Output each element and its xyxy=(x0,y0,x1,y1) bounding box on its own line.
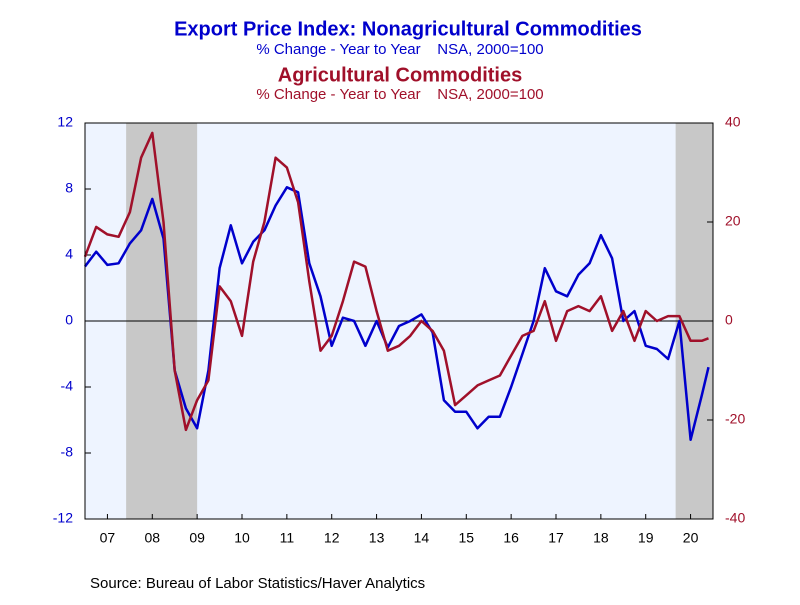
x-tick-label: 07 xyxy=(100,530,116,546)
x-tick-label: 20 xyxy=(683,530,699,546)
x-tick-label: 08 xyxy=(144,530,160,546)
y2-tick-label: 20 xyxy=(725,213,741,229)
plot-frame xyxy=(84,122,714,520)
x-tick-label: 14 xyxy=(414,530,430,546)
x-tick-label: 10 xyxy=(234,530,250,546)
x-tick-label: 13 xyxy=(369,530,385,546)
title-2: Agricultural Commodities xyxy=(278,64,522,86)
x-tick-label: 19 xyxy=(638,530,654,546)
x-tick-label: 16 xyxy=(503,530,519,546)
series-line xyxy=(84,186,710,442)
y-tick-label: -8 xyxy=(61,444,74,460)
x-tick-label: 11 xyxy=(280,530,295,546)
x-tick-label: 18 xyxy=(593,530,609,546)
y2-tick-label: 40 xyxy=(725,114,741,130)
source: Source: Bureau of Labor Statistics/Haver… xyxy=(90,575,425,592)
y-tick-label: 0 xyxy=(65,312,73,328)
x-tick-label: 09 xyxy=(189,530,205,546)
y2-tick-label: -40 xyxy=(725,510,745,526)
x-tick-label: 15 xyxy=(458,530,474,546)
y-tick-label: 12 xyxy=(57,114,73,130)
y-tick-label: -4 xyxy=(61,378,74,394)
subtitle-2: % Change - Year to Year NSA, 2000=100 xyxy=(256,86,543,103)
x-tick-label: 17 xyxy=(548,530,564,546)
y2-tick-label: 0 xyxy=(725,312,733,328)
series-line xyxy=(83,131,709,432)
y-tick-label: -12 xyxy=(53,510,73,526)
y-tick-label: 4 xyxy=(65,246,73,262)
subtitle-1: % Change - Year to Year NSA, 2000=100 xyxy=(256,41,543,58)
x-tick-label: 12 xyxy=(324,530,340,546)
title-1: Export Price Index: Nonagricultural Comm… xyxy=(174,18,642,40)
y-tick-label: 8 xyxy=(65,180,73,196)
y2-tick-label: -20 xyxy=(725,411,745,427)
